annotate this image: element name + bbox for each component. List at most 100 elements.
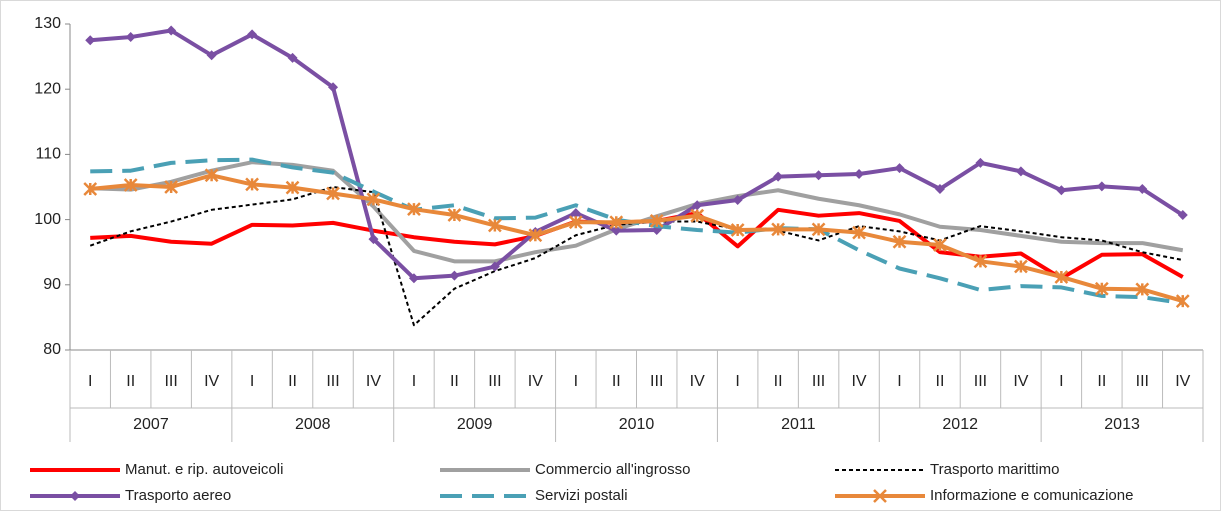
legend-marker [70, 491, 80, 501]
marker [934, 183, 945, 194]
marker [489, 261, 500, 272]
marker [854, 168, 865, 179]
x-tick-label: II [612, 373, 621, 390]
marker [123, 178, 138, 192]
marker [732, 195, 743, 206]
x-tick-label: II [774, 373, 783, 390]
marker [690, 208, 705, 223]
x-tick-label: II [126, 373, 135, 390]
y-tick-label: 120 [34, 80, 61, 97]
marker [771, 222, 786, 237]
year-label: 2008 [295, 416, 331, 433]
year-label: 2010 [619, 416, 655, 433]
x-tick-label: III [974, 373, 987, 390]
x-tick-label: II [1097, 373, 1106, 390]
marker [204, 168, 219, 183]
x-tick-label: I [735, 373, 739, 390]
marker [285, 180, 300, 195]
marker [449, 270, 460, 281]
marker [328, 82, 339, 93]
x-tick-label: III [812, 373, 825, 390]
legend-marker [873, 489, 887, 503]
x-tick-label: I [250, 373, 254, 390]
x-tick-label: II [450, 373, 459, 390]
marker [649, 214, 664, 228]
marker [368, 234, 379, 245]
year-label: 2009 [457, 416, 493, 433]
marker [85, 35, 96, 46]
marker [1056, 185, 1067, 196]
marker [487, 218, 502, 233]
marker [1014, 259, 1028, 274]
x-tick-label: III [326, 373, 339, 390]
y-tick-label: 100 [34, 211, 61, 228]
marker [813, 170, 824, 181]
marker [164, 180, 179, 194]
marker [1135, 282, 1150, 297]
x-tick-label: IV [690, 373, 705, 390]
x-tick-label: I [412, 373, 416, 390]
y-tick-label: 90 [43, 276, 61, 293]
series-line [90, 173, 1184, 304]
x-tick-label: I [1059, 373, 1063, 390]
marker [730, 223, 745, 237]
marker [528, 228, 543, 243]
legend: Manut. e rip. autoveicoli Commercio all'i… [30, 461, 1133, 504]
y-tick-label: 110 [35, 146, 61, 163]
x-tick-label: IV [1013, 373, 1028, 390]
legend-label: Commercio all'ingrosso [535, 461, 690, 478]
marker [933, 238, 947, 252]
marker [1054, 270, 1069, 284]
x-tick-label: III [650, 373, 663, 390]
x-tick-label: I [897, 373, 901, 390]
marker [125, 32, 136, 43]
marker [166, 25, 177, 36]
legend-label: Servizi postali [535, 487, 628, 504]
marker [568, 215, 583, 230]
x-tick-label: II [936, 373, 945, 390]
marker [1015, 166, 1026, 177]
marker [407, 202, 421, 217]
x-tick-label: I [574, 373, 578, 390]
marker [1096, 181, 1107, 192]
marker [1175, 294, 1190, 308]
marker [570, 208, 581, 219]
x-tick-label: IV [528, 373, 543, 390]
marker [366, 192, 381, 207]
year-label: 2013 [1104, 416, 1140, 433]
year-label: 2012 [942, 416, 978, 433]
marker [447, 208, 462, 222]
marker [892, 234, 907, 249]
marker [973, 254, 988, 269]
y-tick-label: 130 [34, 15, 61, 32]
marker [852, 225, 866, 240]
legend-label: Trasporto marittimo [930, 461, 1059, 478]
marker [692, 200, 703, 211]
x-tick-label: IV [1175, 373, 1190, 390]
marker [1137, 183, 1148, 194]
x-tick-label: III [164, 373, 177, 390]
marker [287, 52, 298, 63]
marker [83, 182, 98, 196]
marker [408, 273, 419, 284]
legend-label: Manut. e rip. autoveicoli [125, 461, 283, 478]
marker [975, 157, 986, 168]
marker [609, 215, 624, 230]
x-tick-label: III [488, 373, 501, 390]
marker [326, 186, 340, 201]
series-line [90, 28, 1184, 281]
marker [245, 177, 259, 192]
legend-label: Trasporto aereo [125, 487, 231, 504]
x-tick-label: IV [204, 373, 219, 390]
x-tick-label: II [288, 373, 297, 390]
marker [206, 50, 217, 61]
marker [247, 29, 258, 40]
year-label: 2007 [133, 416, 169, 433]
marker [611, 225, 622, 236]
marker [811, 222, 826, 237]
x-tick-label: III [1136, 373, 1149, 390]
x-tick-label: I [88, 373, 92, 390]
